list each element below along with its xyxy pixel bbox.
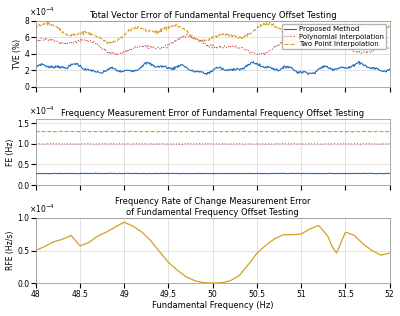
Polynomial Interpolation — [387, 46, 392, 50]
Line: Polynomial Interpolation: Polynomial Interpolation — [36, 35, 390, 55]
Line: Proposed Method: Proposed Method — [36, 61, 390, 75]
Title: Total Vector Error of Fundamental Frequency Offset Testing: Total Vector Error of Fundamental Freque… — [89, 11, 336, 20]
Y-axis label: TVE (%): TVE (%) — [13, 39, 22, 69]
Two Point Interpolation — [33, 26, 38, 29]
Two Point Interpolation — [380, 27, 385, 31]
Proposed Method — [204, 72, 208, 76]
Proposed Method — [204, 73, 209, 77]
Polynomial Interpolation — [33, 38, 38, 42]
Two Point Interpolation — [387, 26, 392, 29]
Two Point Interpolation — [204, 39, 209, 42]
Line: Two Point Interpolation: Two Point Interpolation — [36, 22, 390, 44]
Polynomial Interpolation — [205, 42, 210, 46]
Y-axis label: FE (Hz): FE (Hz) — [6, 138, 14, 166]
Title: Frequency Measurement Error of Fundamental Frequency Offset Testing: Frequency Measurement Error of Fundament… — [61, 109, 364, 118]
Proposed Method — [202, 71, 206, 75]
Proposed Method — [324, 64, 329, 68]
Polynomial Interpolation — [380, 47, 385, 51]
Proposed Method — [245, 63, 250, 67]
Y-axis label: RFE (Hz/s): RFE (Hz/s) — [6, 231, 14, 270]
Legend: Proposed Method, Polynomial Interpolation, Two Point Interpolation: Proposed Method, Polynomial Interpolatio… — [282, 24, 386, 49]
Two Point Interpolation — [202, 38, 207, 42]
Proposed Method — [226, 68, 230, 71]
Polynomial Interpolation — [325, 36, 330, 40]
Title: Frequency Rate of Change Measurement Error
of Fundamental Frequency Offset Testi: Frequency Rate of Change Measurement Err… — [115, 198, 310, 217]
Proposed Method — [357, 59, 362, 63]
Text: $\times10^{-4}$: $\times10^{-4}$ — [29, 6, 54, 18]
Two Point Interpolation — [325, 40, 330, 43]
Two Point Interpolation — [105, 42, 110, 46]
Polynomial Interpolation — [184, 33, 189, 37]
Two Point Interpolation — [226, 33, 230, 37]
Polynomial Interpolation — [114, 53, 119, 57]
Proposed Method — [387, 67, 392, 71]
Proposed Method — [33, 64, 38, 68]
X-axis label: Fundamental Frequency (Hz): Fundamental Frequency (Hz) — [152, 301, 274, 310]
Text: $\times10^{-4}$: $\times10^{-4}$ — [29, 203, 54, 215]
Polynomial Interpolation — [203, 42, 208, 46]
Two Point Interpolation — [264, 20, 269, 24]
Two Point Interpolation — [245, 35, 250, 39]
Text: $\times10^{-4}$: $\times10^{-4}$ — [29, 104, 54, 117]
Polynomial Interpolation — [226, 45, 231, 48]
Polynomial Interpolation — [245, 48, 250, 52]
Proposed Method — [380, 69, 385, 73]
